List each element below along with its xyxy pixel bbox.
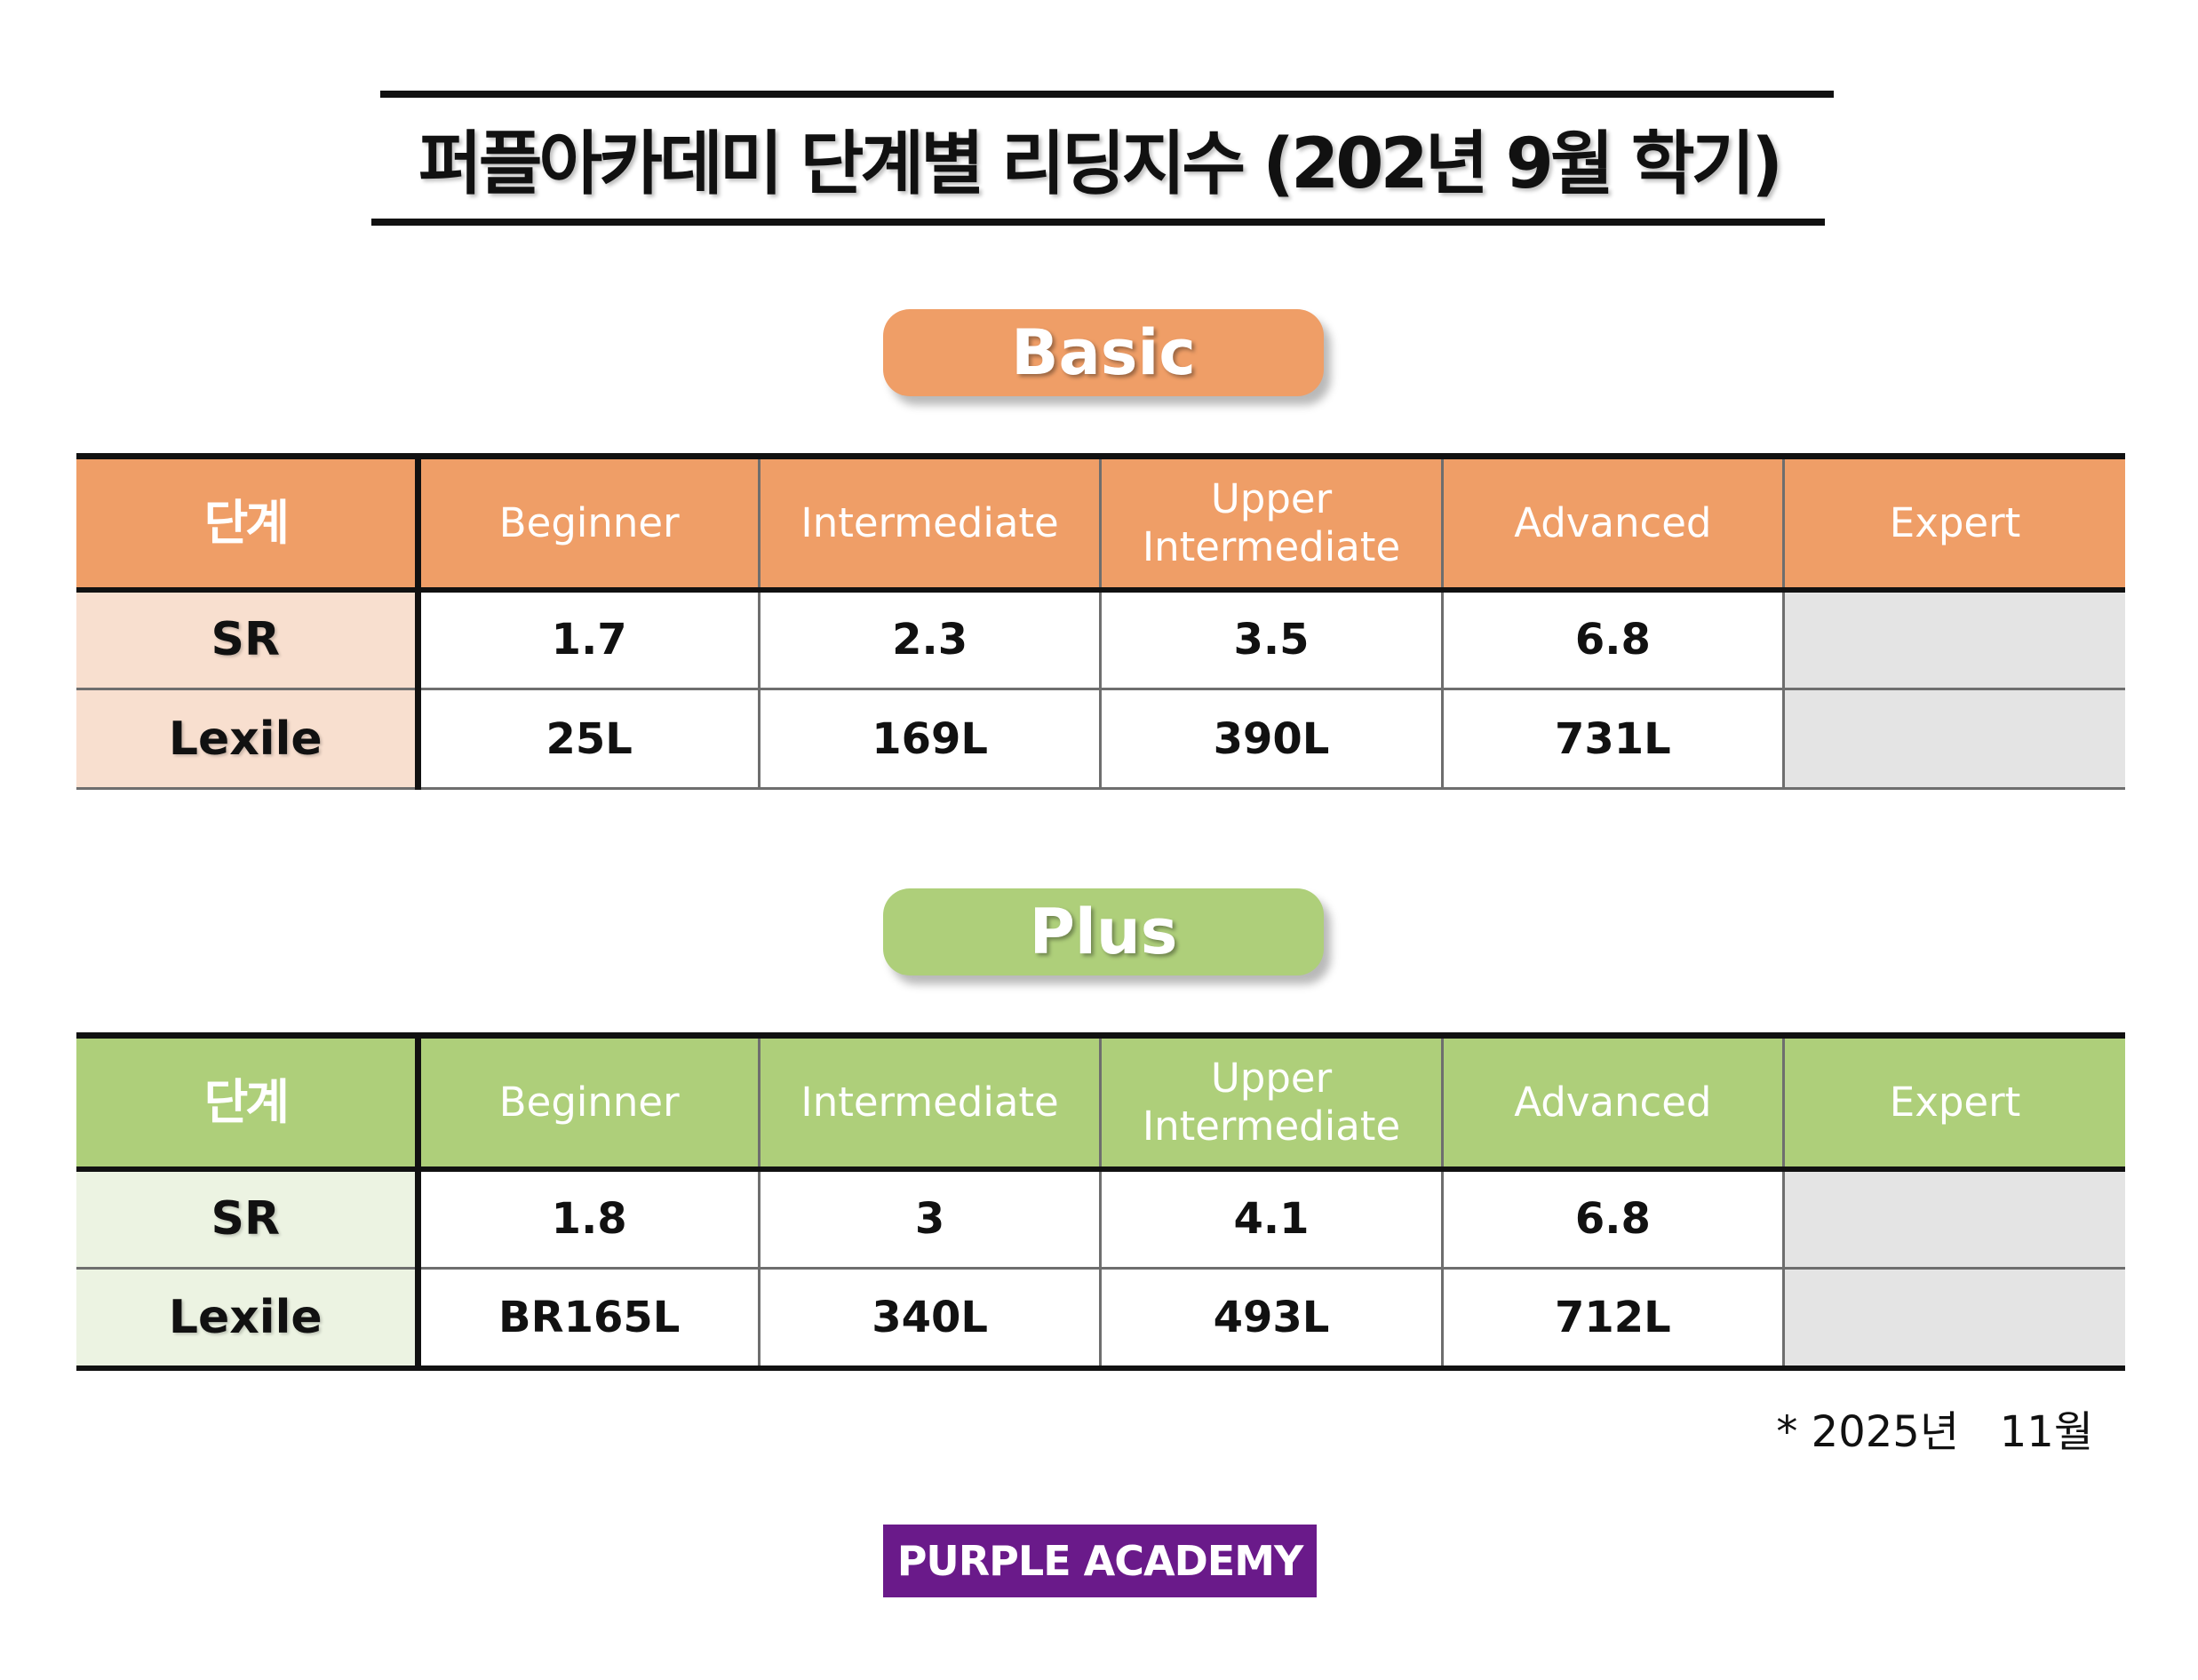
empty-cell [1782,1267,2125,1371]
basic-section-label: Basic [883,309,1324,396]
brand-logo: PURPLE ACADEMY [883,1525,1317,1597]
table-cell: 1.7 [416,588,761,690]
table-row-sr: SR 1.8 3 4.1 6.8 [76,1167,2125,1270]
column-header-beginner: Beginner [416,1032,761,1172]
table-cell: 25L [416,688,761,790]
table-row-sr: SR 1.7 2.3 3.5 6.8 [76,588,2125,690]
column-header-intermediate: Intermediate [757,1032,1103,1172]
row-label-lexile: Lexile [76,688,421,790]
column-header-upper-intermediate: Upper Intermediate [1099,453,1444,593]
title-top-rule [380,91,1834,98]
column-header-beginner: Beginner [416,453,761,593]
empty-cell [1782,588,2125,690]
table-cell: 3.5 [1099,588,1444,690]
table-cell: 493L [1099,1267,1444,1371]
column-header-advanced: Advanced [1440,453,1786,593]
table-cell: BR165L [416,1267,761,1371]
column-header-expert: Expert [1782,1032,2125,1172]
table-cell: 1.8 [416,1167,761,1270]
row-label-lexile: Lexile [76,1267,421,1371]
table-cell: 6.8 [1440,1167,1786,1270]
stage-header: 단계 [76,1032,421,1172]
column-header-advanced: Advanced [1440,1032,1786,1172]
table-cell: 390L [1099,688,1444,790]
table-cell: 2.3 [757,588,1103,690]
table-cell: 6.8 [1440,588,1786,690]
table-cell: 169L [757,688,1103,790]
date-footnote: * 2025년 11월 [1776,1407,2093,1457]
table-cell: 712L [1440,1267,1786,1371]
plus-reading-table: 단계 Beginner Intermediate Upper Intermedia… [76,1032,2125,1371]
stage-header: 단계 [76,453,421,593]
empty-cell [1782,688,2125,790]
row-label-sr: SR [76,588,421,690]
table-cell: 340L [757,1267,1103,1371]
table-row-lexile: Lexile BR165L 340L 493L 712L [76,1267,2125,1371]
table-header-row: 단계 Beginner Intermediate Upper Intermedia… [76,1032,2125,1172]
table-cell: 731L [1440,688,1786,790]
plus-section-label: Plus [883,888,1324,975]
row-label-sr: SR [76,1167,421,1270]
table-header-row: 단계 Beginner Intermediate Upper Intermedia… [76,453,2125,593]
table-cell: 3 [757,1167,1103,1270]
page-title: 퍼플아카데미 단계별 리딩지수 (202년 9월 학기) [418,124,1783,204]
table-cell: 4.1 [1099,1167,1444,1270]
column-header-intermediate: Intermediate [757,453,1103,593]
column-header-upper-intermediate: Upper Intermediate [1099,1032,1444,1172]
column-header-expert: Expert [1782,453,2125,593]
title-bottom-rule [371,219,1825,226]
empty-cell [1782,1167,2125,1270]
basic-reading-table: 단계 Beginner Intermediate Upper Intermedia… [76,453,2125,790]
table-row-lexile: Lexile 25L 169L 390L 731L [76,688,2125,790]
